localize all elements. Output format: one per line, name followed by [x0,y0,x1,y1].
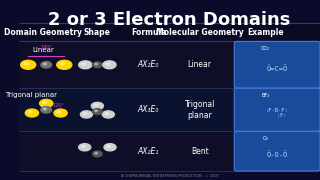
FancyBboxPatch shape [19,88,320,131]
Circle shape [54,109,67,117]
Circle shape [82,63,86,65]
Circle shape [95,152,98,154]
Circle shape [102,111,114,118]
Text: 2 or 3 Electron Domains: 2 or 3 Electron Domains [48,11,291,29]
Text: Trigonal
planar: Trigonal planar [184,100,215,120]
Text: A CHEMSURVIVAL ENTERPRISES PRODUCTION - © 2007: A CHEMSURVIVAL ENTERPRISES PRODUCTION - … [121,174,219,178]
FancyBboxPatch shape [234,131,320,171]
Circle shape [79,144,91,151]
FancyBboxPatch shape [19,41,320,88]
Circle shape [43,63,46,65]
Circle shape [41,62,52,68]
Circle shape [21,60,36,69]
Text: Linear: Linear [32,47,54,53]
Text: O₃: O₃ [262,136,268,141]
FancyBboxPatch shape [19,131,320,171]
FancyBboxPatch shape [234,88,320,131]
Text: Ö-O-Ö: Ö-O-Ö [267,151,288,158]
Text: 120°: 120° [52,103,64,108]
Text: :F-B-F:
   :F:: :F-B-F: :F: [266,108,289,118]
Circle shape [104,144,116,151]
Text: Formula: Formula [131,28,166,37]
Circle shape [43,108,46,110]
Circle shape [79,61,92,69]
Text: Trigonal planar: Trigonal planar [5,92,57,98]
Text: Example: Example [248,28,284,37]
Circle shape [107,145,110,147]
Circle shape [24,62,28,65]
Text: Ö=C=Ö: Ö=C=Ö [267,65,288,72]
Circle shape [92,151,102,157]
Circle shape [105,112,108,115]
Circle shape [95,110,98,112]
Circle shape [92,62,102,68]
Circle shape [94,104,98,106]
Text: AX₃E₀: AX₃E₀ [138,105,159,114]
Circle shape [81,145,85,147]
Text: AX₂E₀: AX₂E₀ [138,60,159,69]
Text: Linear: Linear [188,60,212,69]
Circle shape [80,111,92,118]
Circle shape [92,109,102,114]
FancyBboxPatch shape [19,23,320,43]
FancyBboxPatch shape [234,41,320,88]
Circle shape [43,101,47,104]
Circle shape [95,63,98,65]
Text: BF₃: BF₃ [261,93,269,98]
Circle shape [57,60,72,69]
Circle shape [106,63,110,65]
Text: AX₂E₁: AX₂E₁ [138,147,159,156]
Text: Shape: Shape [84,28,111,37]
Circle shape [57,111,61,113]
Circle shape [83,112,87,115]
Text: CO₂: CO₂ [261,46,270,51]
Circle shape [103,61,116,69]
Text: Domain Geometry: Domain Geometry [4,28,82,37]
Circle shape [41,107,52,113]
Text: Bent: Bent [191,147,209,156]
Text: 180°: 180° [40,45,52,50]
Circle shape [92,102,103,109]
Circle shape [28,111,32,113]
Circle shape [40,99,53,107]
Circle shape [25,109,38,117]
Circle shape [60,62,65,65]
Text: Molecular Geometry: Molecular Geometry [156,28,244,37]
